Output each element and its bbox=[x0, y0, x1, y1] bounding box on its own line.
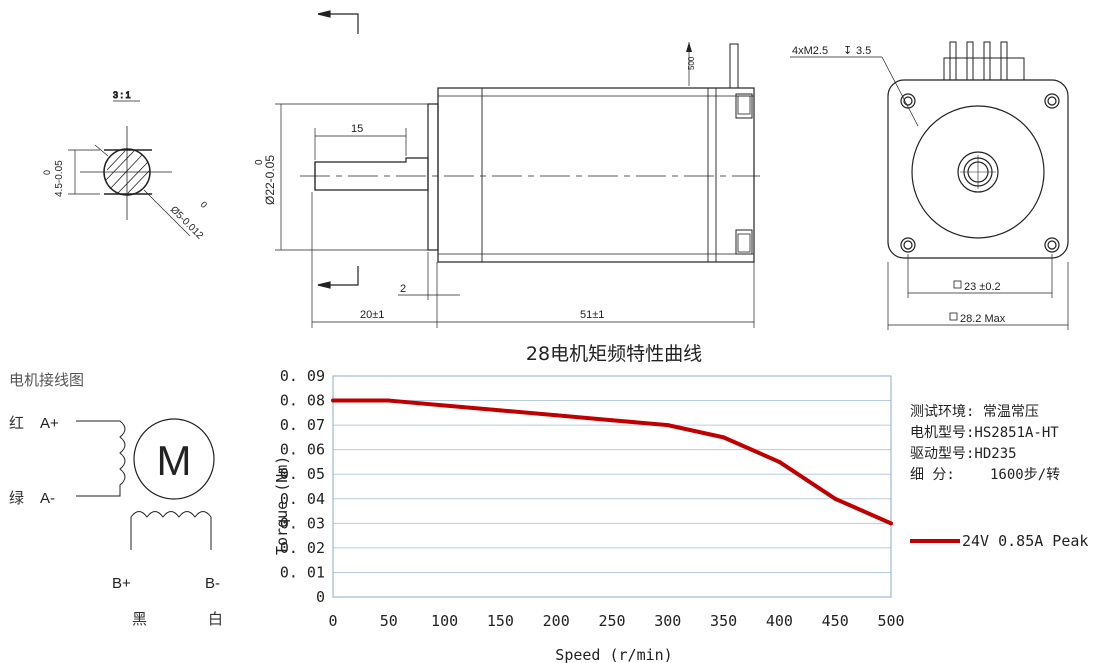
chart-grid bbox=[333, 375, 891, 598]
info-environment: 测试环境: 常温常压 bbox=[910, 404, 1039, 420]
y-tick-label: 0. 05 bbox=[280, 465, 325, 483]
x-tick-label: 50 bbox=[380, 612, 398, 630]
x-tick-label: 150 bbox=[487, 612, 514, 630]
terminal-b-minus: B- bbox=[205, 575, 220, 592]
motor-front-view bbox=[790, 41, 1069, 330]
data-point bbox=[610, 418, 614, 423]
y-tick-label: 0. 03 bbox=[280, 514, 325, 532]
x-tick-label: 500 bbox=[877, 612, 904, 630]
body-length: 51±1 bbox=[580, 309, 604, 321]
data-point bbox=[833, 496, 838, 501]
data-point bbox=[665, 423, 670, 428]
data-point bbox=[777, 459, 782, 464]
shaft-section-detail: 3 : 1 bbox=[68, 90, 191, 237]
y-axis-label: Torque (Nm) bbox=[273, 456, 291, 555]
thread-depth: 3.5 bbox=[856, 45, 871, 57]
scale-label: 3 : 1 bbox=[113, 90, 131, 100]
y-axis-ticks: 0 0. 01 0. 02 0. 03 0. 04 0. 05 0. 06 0. 07 0. 0… bbox=[280, 367, 325, 606]
flat-dimension-upper: 0 bbox=[42, 170, 52, 175]
hole-spacing: 23 ±0.2 bbox=[964, 281, 1001, 293]
info-driver-model: 驱动型号:HD235 bbox=[910, 446, 1017, 462]
data-point bbox=[554, 413, 559, 418]
y-tick-label: 0. 01 bbox=[280, 563, 325, 581]
terminal-a-plus: A+ bbox=[40, 415, 59, 432]
pilot-diameter-upper: 0 bbox=[254, 159, 265, 165]
chart-legend: 24V 0.85A Peak bbox=[910, 532, 1088, 550]
x-tick-label: 350 bbox=[710, 612, 737, 630]
x-tick-label: 0 bbox=[328, 612, 337, 630]
x-tick-label: 450 bbox=[822, 612, 849, 630]
x-tick-label: 400 bbox=[766, 612, 793, 630]
data-point bbox=[386, 398, 391, 403]
test-info: 测试环境: 常温常压 电机型号:HS2851A-HT 驱动型号:HD235 细 … bbox=[910, 404, 1060, 483]
info-motor-model: 电机型号:HS2851A-HT bbox=[910, 425, 1059, 441]
y-tick-label: 0. 09 bbox=[280, 367, 325, 385]
y-tick-label: 0. 02 bbox=[280, 539, 325, 557]
motor-label: M bbox=[157, 437, 192, 484]
y-tick-label: 0. 07 bbox=[280, 416, 325, 434]
terminal-b-plus: B+ bbox=[112, 575, 131, 592]
chart-title: 28电机矩频特性曲线 bbox=[526, 343, 702, 365]
y-tick-label: 0. 08 bbox=[280, 392, 325, 410]
shaft-flat-length: 15 bbox=[351, 123, 363, 135]
coil-b bbox=[130, 511, 212, 550]
data-point bbox=[331, 398, 335, 403]
data-point bbox=[442, 403, 447, 408]
wire-color-white: 白 bbox=[208, 610, 223, 628]
motor-side-view bbox=[275, 10, 760, 328]
motor-symbol bbox=[133, 418, 215, 500]
connector-dimension: 500 bbox=[687, 56, 696, 70]
x-axis-ticks: 0 50 100 150 200 250 300 350 400 450 500 bbox=[328, 612, 904, 630]
wire-color-black: 黑 bbox=[132, 610, 147, 628]
data-point bbox=[889, 521, 893, 526]
shaft-diameter-upper: 0 bbox=[199, 199, 210, 210]
thread-depth-symbol: ↧ bbox=[843, 45, 852, 57]
data-point bbox=[498, 408, 503, 413]
flat-dimension: 4.5-0.05 bbox=[54, 160, 65, 197]
series-points bbox=[331, 398, 893, 526]
data-point bbox=[721, 435, 726, 440]
thread-note: 4xM2.5 bbox=[792, 45, 828, 57]
x-tick-label: 200 bbox=[543, 612, 570, 630]
legend-label: 24V 0.85A Peak bbox=[962, 532, 1088, 550]
body-size: 28.2 Max bbox=[960, 313, 1006, 325]
x-tick-label: 300 bbox=[654, 612, 681, 630]
shaft-diameter: Ø5-0.012 bbox=[168, 204, 206, 242]
terminal-a-minus: A- bbox=[40, 490, 55, 507]
info-microstep-label: 细 分: bbox=[910, 467, 955, 483]
y-tick-label: 0. 04 bbox=[280, 490, 325, 508]
info-microstep-value: 1600步/转 bbox=[990, 467, 1060, 483]
wiring-title: 电机接线图 bbox=[9, 371, 84, 389]
y-tick-label: 0 bbox=[316, 588, 325, 606]
shaft-length: 20±1 bbox=[360, 309, 384, 321]
wire-color-green: 绿 bbox=[9, 489, 24, 507]
x-tick-label: 100 bbox=[431, 612, 458, 630]
y-tick-label: 0. 06 bbox=[280, 441, 325, 459]
coil-a bbox=[76, 420, 126, 497]
wire-color-red: 红 bbox=[9, 414, 24, 432]
pilot-diameter: Ø22-0.05 bbox=[263, 155, 277, 205]
wiring-diagram: 电机接线图 M 红 A+ 绿 A- B+ B- 黑 白 bbox=[9, 371, 223, 628]
pilot-depth: 2 bbox=[400, 283, 406, 295]
x-tick-label: 250 bbox=[598, 612, 625, 630]
plot-area bbox=[332, 375, 892, 598]
x-axis-label: Speed (r/min) bbox=[555, 646, 672, 663]
